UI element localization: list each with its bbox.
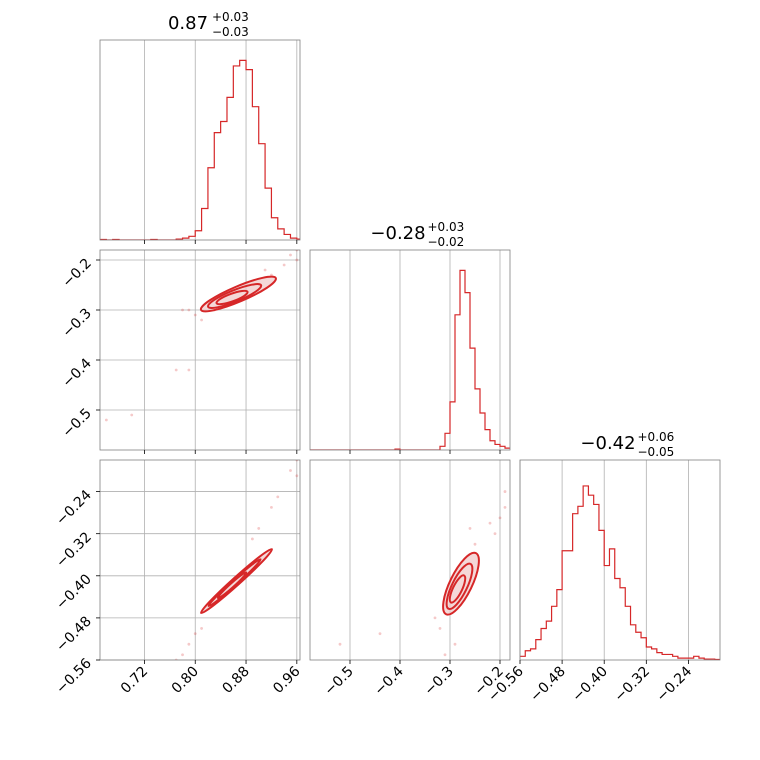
scatter-point: [187, 368, 191, 372]
y-tick-label: −0.4: [59, 355, 94, 390]
scatter-point: [468, 527, 472, 530]
scatter-point: [498, 516, 502, 520]
scatter-point: [438, 627, 442, 630]
scatter-point: [250, 537, 254, 541]
grid-layer: [100, 40, 689, 661]
panel-2-1-frame: [309, 459, 511, 661]
scatter-point: [200, 318, 203, 322]
histogram-step-line: [310, 269, 510, 450]
frames-layer: [96, 39, 721, 664]
panel-2-0-frame: [99, 459, 301, 661]
x-tick-label: −0.32: [611, 664, 653, 706]
y-tick-label: −0.3: [59, 306, 94, 341]
x-tick-label: −0.24: [654, 663, 696, 705]
contour-level: [445, 562, 474, 611]
y-tick-label: −0.40: [53, 571, 95, 613]
contour-level: [216, 571, 248, 600]
scatter-point: [493, 532, 497, 536]
y-tick-label: −0.32: [53, 529, 95, 571]
contour-level: [215, 289, 249, 306]
panel-0-0-frame: [99, 39, 301, 241]
scatter-point: [276, 495, 280, 499]
histogram-title-plus: +0.06: [638, 430, 675, 444]
x-tick-label: −0.5: [321, 664, 356, 699]
histogram-title-minus: −0.03: [212, 25, 249, 39]
scatter-point: [378, 632, 382, 636]
histogram-title-plus: +0.03: [428, 220, 465, 234]
y-tick-label: −0.48: [53, 613, 95, 655]
x-tick-label: 0.80: [169, 664, 202, 697]
histogram-step-line: [520, 485, 720, 660]
scatter-point: [193, 632, 197, 636]
contour-level: [199, 275, 277, 313]
scatter-point: [257, 527, 261, 530]
histogram-title-minus: −0.05: [638, 445, 675, 459]
scatter-point: [503, 505, 507, 509]
scatter-point: [174, 368, 178, 372]
y-tick-label: −0.5: [59, 406, 94, 441]
scatter-point: [488, 521, 492, 525]
scatter-point: [289, 253, 292, 257]
scatter-point: [433, 616, 437, 620]
labels-layer: 0.87 +0.03−0.03−0.28 +0.03−0.02−0.42 +0.06−…: [53, 10, 695, 705]
y-tick-label: −0.56: [53, 655, 95, 697]
scatter-point: [200, 627, 203, 630]
scatter-point: [181, 308, 184, 312]
scatter-point: [443, 653, 447, 657]
panel-2-2-frame: [519, 459, 721, 661]
scatter-point: [338, 642, 342, 646]
scatter-point: [473, 542, 477, 546]
histogram-step-line: [100, 59, 300, 240]
scatter-point: [181, 653, 184, 657]
panel-1-0-frame: [99, 249, 301, 451]
panel-0-0-marks: [100, 59, 300, 240]
histogram-title-median: −0.28: [370, 223, 425, 244]
scatter-point: [187, 308, 191, 312]
contour-level: [442, 551, 480, 616]
marks-layer: [100, 59, 720, 660]
y-tick-label: −0.2: [59, 256, 94, 291]
contour-level: [448, 574, 467, 604]
contour-level: [207, 283, 263, 309]
panel-2-2-marks: [520, 485, 720, 660]
y-tick-label: −0.24: [53, 487, 95, 529]
panel-2-1-marks: [338, 490, 507, 657]
panel-1-1-frame: [309, 249, 511, 451]
scatter-point: [130, 413, 134, 417]
scatter-point: [453, 642, 457, 646]
x-tick-label: −0.3: [421, 664, 456, 699]
scatter-point: [270, 505, 273, 509]
x-tick-label: −0.48: [527, 664, 569, 706]
scatter-point: [295, 474, 299, 478]
scatter-point: [282, 263, 286, 267]
x-tick-label: −0.40: [569, 664, 611, 706]
scatter-point: [289, 469, 292, 472]
panel-2-0-marks: [174, 460, 299, 660]
x-tick-label: 0.88: [220, 664, 253, 697]
scatter-point: [295, 258, 299, 262]
x-tick-label: 0.72: [118, 664, 151, 697]
histogram-title-median: 0.87: [168, 13, 208, 34]
scatter-point: [193, 313, 197, 317]
histogram-title-minus: −0.02: [428, 235, 465, 249]
scatter-point: [503, 490, 507, 493]
scatter-point: [263, 268, 267, 272]
panel-1-1-marks: [310, 269, 510, 450]
histogram-title-plus: +0.03: [212, 10, 249, 24]
x-tick-label: 0.96: [270, 663, 303, 696]
histogram-title-median: −0.42: [580, 433, 635, 454]
x-tick-label: −0.4: [371, 663, 406, 698]
panel-1-0-marks: [104, 250, 299, 422]
scatter-point: [187, 642, 191, 646]
scatter-point: [104, 418, 108, 422]
